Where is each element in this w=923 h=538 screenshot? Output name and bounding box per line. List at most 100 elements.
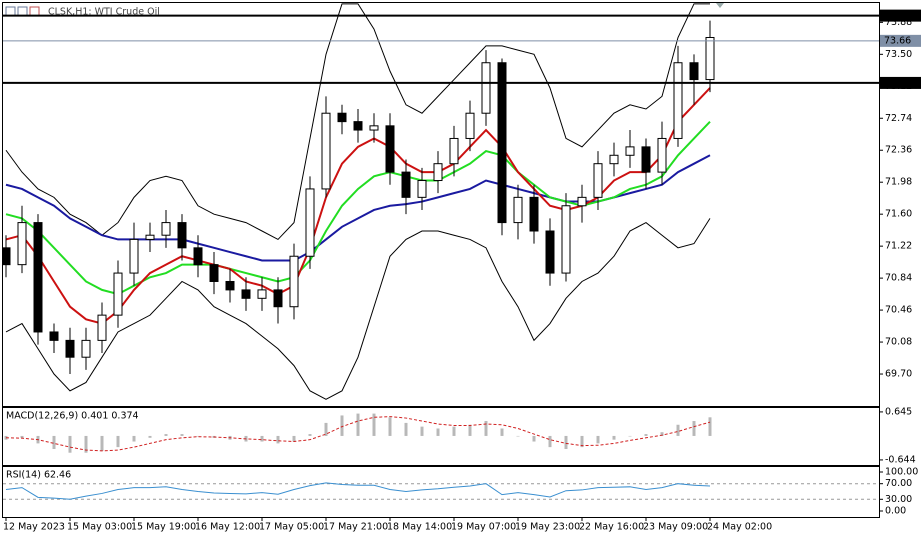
- panel: [3, 482, 879, 500]
- macd-bar: [708, 417, 712, 436]
- macd-bar: [116, 435, 120, 448]
- candle-body: [705, 36, 715, 81]
- candle-body: [193, 247, 203, 266]
- candle-body: [369, 125, 379, 131]
- candle-body: [577, 196, 587, 207]
- macd-bar: [388, 417, 392, 436]
- candle-body: [161, 222, 171, 236]
- candle-body: [129, 238, 139, 274]
- macd-bar: [356, 413, 360, 436]
- macd-bar: [692, 421, 696, 436]
- y-tick-label: 72.74: [885, 113, 912, 124]
- macd-bar: [644, 434, 648, 436]
- x-tick-label: 23 May 09:00: [643, 522, 708, 533]
- candle-body: [593, 163, 603, 198]
- macd-panel-frame: [2, 407, 880, 466]
- candle-body: [465, 112, 475, 139]
- candle-body: [497, 62, 507, 224]
- candle-body: [257, 289, 267, 299]
- macd-bar: [404, 422, 408, 436]
- y-tick-label: 0.00: [885, 505, 906, 516]
- candle-body: [417, 180, 427, 198]
- macd-bar: [68, 435, 72, 453]
- candle-body: [49, 331, 59, 341]
- candle-body: [97, 314, 107, 341]
- line: [5, 120, 711, 296]
- x-tick-label: 19 May 07:00: [451, 522, 516, 533]
- candle-body: [225, 280, 235, 291]
- x-tick-label: 15 May 03:00: [67, 522, 132, 533]
- candle-body: [113, 272, 123, 316]
- candle-body: [433, 163, 443, 182]
- price-tag: [880, 34, 921, 47]
- y-tick-label: 70.84: [885, 273, 912, 284]
- x-tick-label: 18 May 14:00: [387, 522, 452, 533]
- candle-body: [321, 112, 331, 190]
- y-tick-label: 69.70: [885, 369, 912, 380]
- panel: [4, 413, 712, 453]
- macd-bar: [516, 435, 520, 437]
- macd-bar: [84, 435, 88, 453]
- candle-body: [561, 205, 571, 274]
- macd-bar: [660, 432, 664, 436]
- macd-bar: [292, 435, 296, 442]
- macd-bar: [612, 435, 616, 440]
- candle-body: [641, 146, 651, 173]
- y-tick-label: 73.88: [885, 17, 912, 28]
- macd-bar: [628, 435, 632, 437]
- macd-bar: [148, 435, 152, 438]
- candle-body: [337, 112, 347, 123]
- x-tick-label: 19 May 23:00: [515, 522, 580, 533]
- macd-bar: [100, 435, 104, 451]
- price-tag: [880, 76, 921, 89]
- candle-body: [209, 264, 219, 282]
- candle-body: [17, 222, 27, 266]
- y-tick-label: 73.50: [885, 49, 912, 60]
- macd-bar: [164, 434, 168, 436]
- rsi-title: RSI(14) 62.46: [6, 470, 71, 481]
- line: [5, 87, 711, 325]
- y-tick-label: 0.645: [885, 406, 912, 417]
- candle-body: [33, 222, 43, 333]
- price-tag: [880, 9, 921, 22]
- y-tick-label: 30.00: [885, 494, 912, 505]
- candle-body: [241, 289, 251, 299]
- macd-bar: [4, 435, 8, 440]
- candle-body: [657, 137, 667, 173]
- macd-bar: [532, 435, 536, 442]
- line: [5, 218, 711, 400]
- candle-body: [65, 339, 75, 358]
- macd-bar: [372, 413, 376, 436]
- price-tag-label: 73.16: [884, 77, 911, 88]
- x-tick-label: 12 May 2023: [3, 522, 65, 533]
- macd-bar: [436, 428, 440, 436]
- candle-body: [81, 339, 91, 358]
- price-tag-label: 73.96: [884, 10, 911, 21]
- x-tick-label: 15 May 19:00: [131, 522, 196, 533]
- line: [5, 416, 711, 452]
- main-panel-frame: [2, 2, 880, 407]
- y-tick-label: 100.00: [885, 466, 918, 477]
- candle-body: [609, 154, 619, 165]
- macd-bar: [500, 428, 504, 436]
- y-tick-label: 70.46: [885, 305, 912, 316]
- shift-marker: [716, 3, 724, 8]
- chart-title: CLSK,H1: WTI Crude Oil: [48, 7, 160, 18]
- macd-title: MACD(12,26,9) 0.401 0.374: [6, 411, 139, 422]
- candle-body: [529, 196, 539, 232]
- candle-body: [673, 62, 683, 139]
- line: [5, 154, 711, 262]
- x-tick-label: 22 May 16:00: [579, 522, 644, 533]
- candle-body: [513, 196, 523, 224]
- candle-body: [353, 121, 363, 131]
- macd-bar: [548, 435, 552, 448]
- macd-bar: [452, 426, 456, 436]
- macd-bar: [324, 422, 328, 436]
- macd-bar: [484, 421, 488, 436]
- line: [5, 3, 710, 241]
- candle-body: [385, 125, 395, 173]
- x-tick-label: 17 May 21:00: [323, 522, 388, 533]
- y-tick-label: 70.08: [885, 337, 912, 348]
- y-tick-label: 70.00: [885, 478, 912, 489]
